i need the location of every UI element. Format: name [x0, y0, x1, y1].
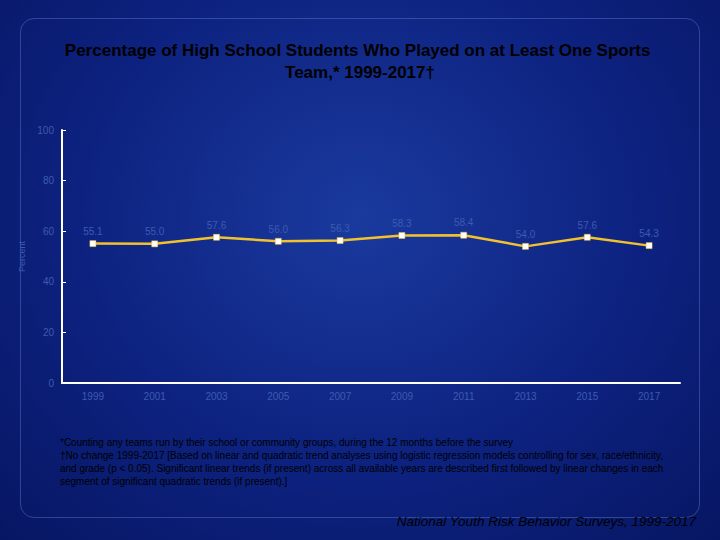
svg-text:Percent: Percent [17, 240, 27, 272]
svg-text:40: 40 [43, 276, 55, 287]
svg-text:55.1: 55.1 [83, 226, 103, 237]
svg-text:2013: 2013 [514, 391, 537, 402]
svg-text:2017: 2017 [638, 391, 661, 402]
svg-text:2007: 2007 [329, 391, 352, 402]
svg-text:57.6: 57.6 [207, 220, 227, 231]
svg-text:57.6: 57.6 [578, 220, 598, 231]
svg-text:2011: 2011 [453, 391, 475, 402]
svg-text:54.3: 54.3 [639, 228, 659, 239]
svg-text:60: 60 [43, 226, 55, 237]
svg-text:56.0: 56.0 [269, 224, 289, 235]
svg-text:2005: 2005 [267, 391, 290, 402]
html-text:*Counting any teams run by the: *Counting any teams run by their school … [60, 437, 513, 448]
svg-text:2009: 2009 [391, 391, 414, 402]
svg-text:Team,* 1999-2017†: Team,* 1999-2017† [285, 63, 435, 82]
svg-text:100: 100 [37, 125, 54, 136]
svg-text:1999: 1999 [82, 391, 105, 402]
svg-text:54.0: 54.0 [516, 229, 536, 240]
svg-text:55.0: 55.0 [145, 226, 165, 237]
html-text:National Youth Risk Behavior S: National Youth Risk Behavior Surveys, 19… [396, 514, 696, 529]
html-text:†No change 1999-2017 [Based on: †No change 1999-2017 [Based on linear an… [60, 450, 664, 487]
svg-text:2015: 2015 [576, 391, 599, 402]
svg-text:58.3: 58.3 [392, 218, 412, 229]
svg-text:2003: 2003 [205, 391, 228, 402]
svg-text:56.3: 56.3 [330, 223, 350, 234]
svg-text:0: 0 [48, 378, 54, 389]
svg-text:58.4: 58.4 [454, 217, 474, 228]
svg-text:80: 80 [43, 175, 55, 186]
svg-text:2001: 2001 [144, 391, 167, 402]
svg-text:20: 20 [43, 327, 55, 338]
svg-text:Percentage of High School Stud: Percentage of High School Students Who P… [65, 41, 655, 60]
